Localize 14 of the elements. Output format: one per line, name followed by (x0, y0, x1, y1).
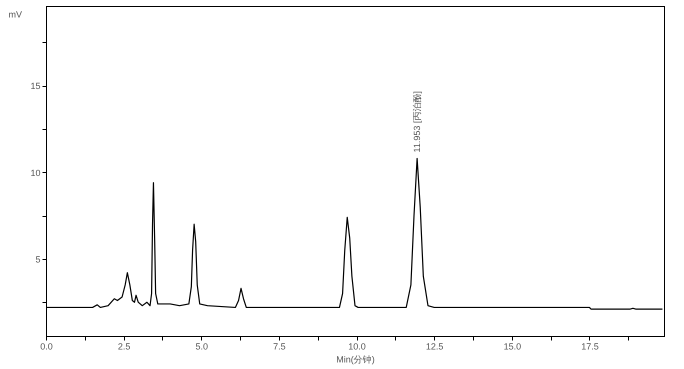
y-tick-label: 15 (30, 81, 40, 92)
x-tick-label: 5.0 (196, 342, 208, 352)
x-tick-label: 2.5 (118, 342, 130, 352)
x-tick-label: 10.0 (348, 342, 366, 352)
y-axis-title: mV (8, 10, 22, 20)
x-tick-label: 17.5 (581, 342, 599, 352)
x-tick-label: 7.5 (273, 342, 286, 352)
x-axis-title: Min(分钟) (336, 354, 375, 364)
x-tick-label: 12.5 (426, 342, 444, 352)
x-tick-label: 0.0 (40, 342, 53, 352)
x-tick-label: 15.0 (504, 342, 522, 352)
y-tick-label: 10 (30, 168, 40, 178)
annotation: 11.953 [丙泊酚] (412, 91, 422, 152)
y-tick-label: 5 (35, 254, 40, 264)
